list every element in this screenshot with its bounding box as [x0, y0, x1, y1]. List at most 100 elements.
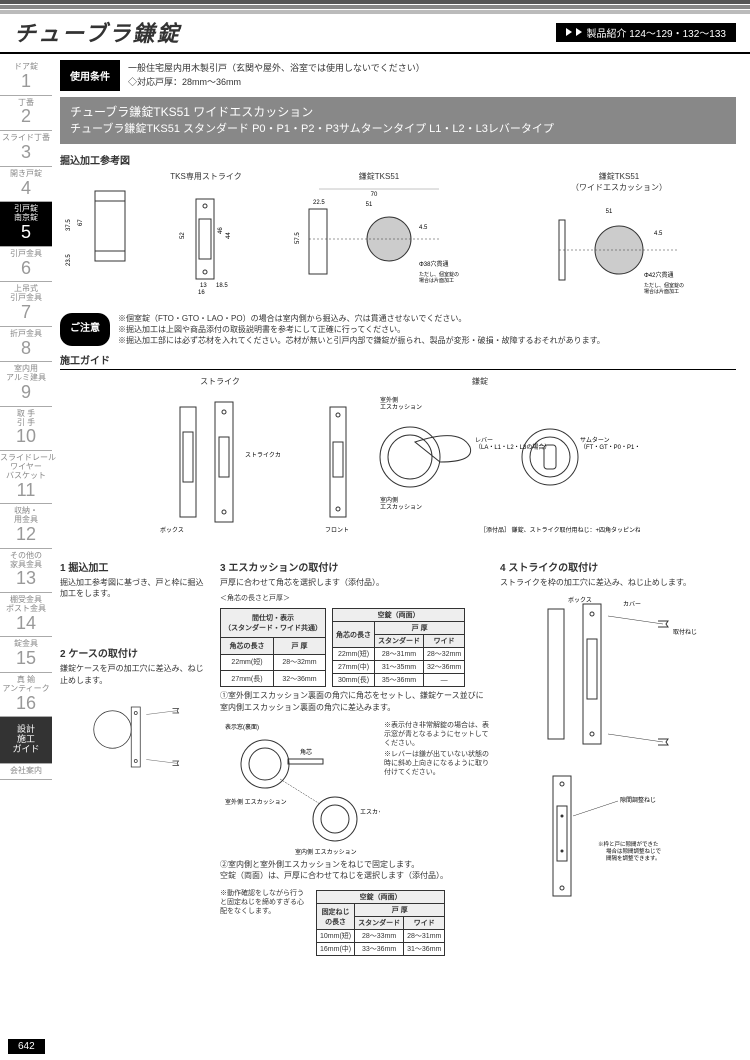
sidebar-item[interactable]: 室内用 アルミ建具9: [0, 362, 52, 406]
svg-text:23.5: 23.5: [66, 253, 72, 265]
svg-text:18.5: 18.5: [216, 283, 228, 289]
usage-line2: ◇対応戸厚：28mm～36mm: [128, 76, 425, 90]
product-box: チューブラ鎌錠TKS51 ワイドエスカッション チューブラ鎌錠TKS51 スタン…: [60, 97, 736, 144]
step2-text: 鎌錠ケースを戸の加工穴に差込み、ねじ止めします。: [60, 663, 210, 685]
svg-text:46: 46: [218, 226, 224, 233]
svg-text:13: 13: [200, 283, 207, 289]
svg-text:Φ38穴貫通: Φ38穴貫通: [419, 260, 448, 268]
svg-text:51: 51: [606, 209, 613, 215]
sidebar-item[interactable]: 引戸金具6: [0, 247, 52, 283]
sidebar-item[interactable]: 上吊式 引戸金具7: [0, 282, 52, 326]
sidebar-item[interactable]: 開き戸錠4: [0, 167, 52, 203]
sidebar-item[interactable]: 折戸金具8: [0, 327, 52, 363]
diagram-3: 70 51 22.5 57.5 4.5 Φ38穴貫通 ただし、個室錠の場合は片面…: [262, 184, 496, 294]
svg-text:カバー: カバー: [623, 601, 641, 608]
svg-text:［添付品］ 鎌錠、ストライク取付用ねじ：+四角タッピンねじ: ［添付品］ 鎌錠、ストライク取付用ねじ：+四角タッピンねじ 3.5×20 4本: [480, 526, 640, 534]
table-2: 空錠（両面） 角芯の長さ戸 厚 スタンダードワイド 22mm(短)28～31mm…: [332, 608, 465, 687]
sidebar-item[interactable]: 取 手 引 手10: [0, 407, 52, 451]
svg-text:ボックス: ボックス: [568, 596, 592, 604]
guide-col-lock: 鎌錠: [320, 376, 640, 387]
step3-title: 3 エスカッションの取付け: [220, 559, 490, 574]
sidebar-item[interactable]: 棚受金具 ポスト金具14: [0, 593, 52, 637]
step3-diagram: 表示窓(裏面) 角芯 室外側 エスカッション 室内側 エスカッション エスカッシ…: [220, 719, 380, 859]
svg-text:Φ42穴貫通: Φ42穴貫通: [644, 271, 673, 279]
sidebar-item[interactable]: 収納・ 用金具12: [0, 504, 52, 548]
svg-text:レバー（LA・L1・L2・L3の場合）: レバー（LA・L1・L2・L3の場合）: [475, 437, 550, 451]
step3-text: 戸厚に合わせて角芯を選択します（添付品）。: [220, 577, 490, 588]
usage-line1: 一般住宅屋内用木製引戸（玄関や屋外、浴室では使用しないでください）: [128, 62, 425, 76]
product-line1: チューブラ鎌錠TKS51 ワイドエスカッション: [70, 103, 726, 121]
step1-title: 1 掘込加工: [60, 559, 210, 574]
arrow-icon: [566, 28, 572, 36]
steps-row: 1 掘込加工 掘込加工参考図に基づき、戸と枠に掘込加工をします。 2 ケースの取…: [60, 559, 736, 959]
diagram-2: 52 46 44 13 16 18.5: [156, 184, 256, 294]
step3-1: ①室外側エスカッション裏面の角穴に角芯をセットし、鎌錠ケース並びに室内側エスカッ…: [220, 690, 490, 712]
dia-title-2: 鎌錠TKS51: [262, 171, 496, 182]
dia-title-3: 鎌錠TKS51 （ワイドエスカッション）: [502, 171, 736, 193]
svg-text:ただし、個室錠の場合は片面加工: ただし、個室錠の場合は片面加工: [644, 282, 684, 295]
strike-diagram: ストライクカバー ボックス: [160, 387, 280, 537]
svg-text:表示窓(裏面): 表示窓(裏面): [225, 723, 259, 731]
svg-text:室外側エスカッション: 室外側エスカッション: [380, 396, 422, 411]
step3-note2: ※レバーは鎌が出ていない状態の時に斜め上向きになるように取り付けてください。: [384, 750, 490, 777]
sidebar-item[interactable]: スライドレール ワイヤー バスケット11: [0, 451, 52, 504]
step3-note1: ※表示付き非常解錠の場合は、表示窓が青となるようにセットしてください。: [384, 721, 490, 748]
svg-text:ストライクカバー: ストライクカバー: [245, 452, 280, 459]
svg-text:51: 51: [366, 202, 373, 208]
svg-text:室内側エスカッション: 室内側エスカッション: [380, 496, 422, 511]
usage-text: 一般住宅屋内用木製引戸（玄関や屋外、浴室では使用しないでください） ◇対応戸厚：…: [128, 60, 425, 91]
diagram-row: 37.5 67 23.5 TKS専用ストライク 52 46 44 13 16: [60, 171, 736, 307]
svg-text:角芯: 角芯: [300, 748, 312, 756]
sidebar-item[interactable]: スライド丁番3: [0, 131, 52, 167]
sidebar-item[interactable]: ドア錠1: [0, 60, 52, 96]
caution-1: ※個室錠（FTO・GTO・LAO・PO）の場合は室内側から掘込み、穴は貫通させな…: [118, 313, 605, 324]
svg-text:52: 52: [180, 231, 186, 238]
dia-title-1: TKS専用ストライク: [156, 171, 256, 182]
sidebar-item[interactable]: 設計 施工 ガイド: [0, 717, 52, 764]
step4-title: 4 ストライクの取付け: [500, 559, 736, 574]
main-content: 使用条件 一般住宅屋内用木製引戸（玄関や屋外、浴室では使用しないでください） ◇…: [52, 54, 750, 959]
header-stripes: [0, 0, 750, 16]
diagram-4: 51 4.5 Φ42穴貫通 ただし、個室錠の場合は片面加工: [502, 195, 736, 305]
svg-text:16: 16: [198, 290, 205, 294]
sidebar-item[interactable]: 丁番2: [0, 96, 52, 132]
header-nav-text: 製品紹介 124～129・132～133: [586, 25, 726, 40]
step2-diagram: [60, 692, 210, 782]
sidebar-item[interactable]: 真 鍮 アンティーク16: [0, 673, 52, 717]
ref-diagram-label: 掘込加工参考図: [60, 152, 736, 167]
page-header: チューブラ鎌錠 製品紹介 124～129・132～133: [0, 16, 750, 54]
guide-diagram: ストライク ストライクカバー ボックス 鎌錠: [60, 376, 736, 549]
sidebar-item[interactable]: 会社案内: [0, 764, 52, 780]
product-line2: チューブラ鎌錠TKS51 スタンダード P0・P1・P2・P3サムターンタイプ …: [70, 121, 726, 138]
svg-text:※枠と戸に隙間ができた場合は隙間調整ねじで間隔を調整できます: ※枠と戸に隙間ができた場合は隙間調整ねじで間隔を調整できます。: [598, 840, 662, 862]
svg-text:44: 44: [226, 231, 232, 238]
sidebar-item[interactable]: その他の 家具金具13: [0, 549, 52, 593]
caution-2: ※掘込加工は上図や商品添付の取扱説明書を参考にして正確に行ってください。: [118, 324, 605, 335]
usage-tag: 使用条件: [60, 60, 120, 91]
sidebar-item[interactable]: 引戸錠 南京錠5: [0, 202, 52, 246]
svg-text:室内側 エスカッション: 室内側 エスカッション: [295, 848, 357, 856]
svg-text:隙間調整ねじ: 隙間調整ねじ: [620, 796, 656, 804]
guide-label: 施工ガイド: [60, 352, 736, 370]
svg-text:室外側 エスカッション: 室外側 エスカッション: [225, 798, 287, 806]
header-nav-box: 製品紹介 124～129・132～133: [556, 23, 736, 42]
sidebar-item[interactable]: 錠金具15: [0, 637, 52, 673]
step3-2: ②室内側と室外側エスカッションをねじで固定します。 空錠（両面）は、戸厚に合わせ…: [220, 859, 490, 881]
svg-text:22.5: 22.5: [313, 200, 325, 206]
svg-text:サムターン（FT・GT・P0・P1・P2・P3の場合）: サムターン（FT・GT・P0・P1・P2・P3の場合）: [580, 436, 640, 451]
step3-sub: ＜角芯の長さと戸厚＞: [220, 594, 490, 603]
caution-text: ※個室錠（FTO・GTO・LAO・PO）の場合は室内側から掘込み、穴は貫通させな…: [118, 313, 605, 347]
step2-title: 2 ケースの取付け: [60, 645, 210, 660]
svg-text:ボックス: ボックス: [160, 526, 184, 534]
lock-diagram: 室外側エスカッション レバー（LA・L1・L2・L3の場合） 室内側エスカッショ…: [320, 387, 640, 547]
sidebar: ドア錠1丁番2スライド丁番3開き戸錠4引戸錠 南京錠5引戸金具6上吊式 引戸金具…: [0, 54, 52, 959]
diagram-1: 37.5 67 23.5: [60, 171, 150, 281]
caution-tag: ご注意: [60, 313, 110, 347]
svg-text:取付ねじ: 取付ねじ: [673, 628, 697, 636]
arrow-icon: [576, 28, 582, 36]
page-title: チューブラ鎌錠: [14, 16, 181, 48]
svg-text:67: 67: [78, 218, 84, 225]
step4-diagram-1: ボックス カバー 取付ねじ: [500, 594, 736, 764]
svg-text:ただし、個室錠の場合は片面加工: ただし、個室錠の場合は片面加工: [419, 271, 459, 284]
svg-text:エスカッション 固定ねじ: エスカッション 固定ねじ: [360, 808, 380, 816]
